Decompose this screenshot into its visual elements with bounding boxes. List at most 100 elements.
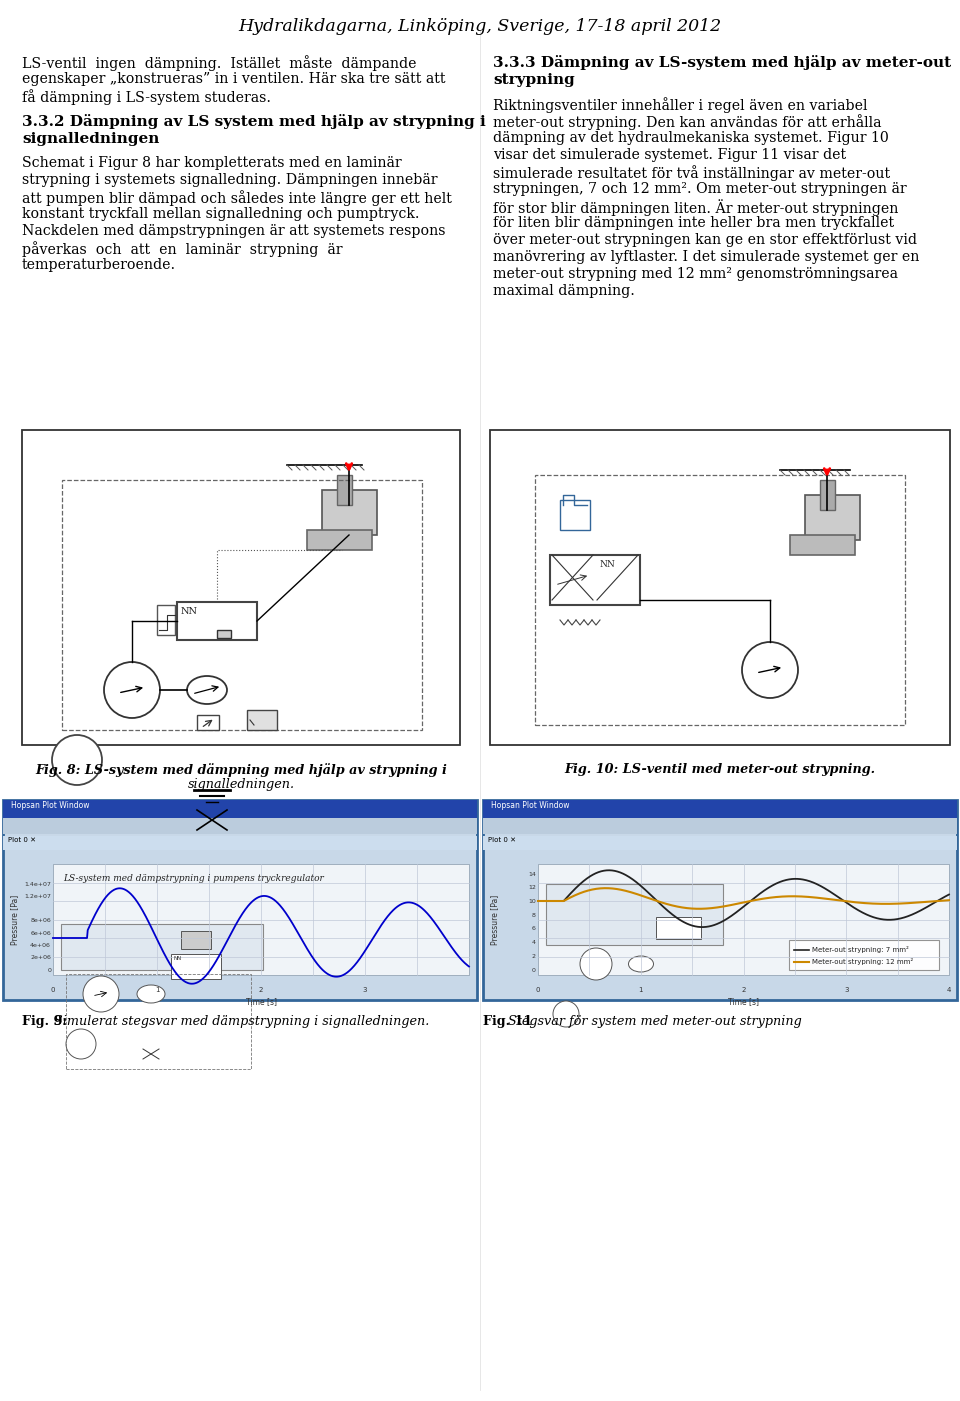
Text: Pressure [Pa]: Pressure [Pa]	[491, 894, 499, 944]
Text: 12: 12	[528, 885, 536, 890]
Text: 8e+06: 8e+06	[31, 919, 51, 923]
Bar	[197, 715, 219, 730]
Text: 1: 1	[155, 986, 159, 993]
Text: 3: 3	[363, 986, 368, 993]
Text: Time [s]: Time [s]	[728, 998, 759, 1006]
Text: över meter-out strypningen kan ge en stor effektförlust vid: över meter-out strypningen kan ge en sto…	[493, 233, 917, 247]
Text: NN: NN	[181, 607, 198, 616]
Circle shape	[83, 976, 119, 1012]
Text: för liten blir dämpningen inte heller bra men tryckfallet: för liten blir dämpningen inte heller br…	[493, 216, 894, 230]
Bar	[789, 940, 939, 969]
Text: Nackdelen med dämpstrypningen är att systemets respons: Nackdelen med dämpstrypningen är att sys…	[22, 224, 445, 238]
Bar	[337, 475, 352, 504]
Text: 4: 4	[532, 940, 536, 946]
Circle shape	[742, 642, 798, 698]
Text: 0: 0	[536, 986, 540, 993]
Text: meter-out strypning. Den kan användas för att erhålla: meter-out strypning. Den kan användas fö…	[493, 113, 881, 130]
Bar	[247, 710, 277, 730]
Text: Fig. 8: LS-system med dämpning med hjälp av strypning i: Fig. 8: LS-system med dämpning med hjälp…	[36, 764, 447, 778]
Text: NN: NN	[600, 560, 615, 569]
Text: 3.3.2 Dämpning av LS system med hjälp av strypning i: 3.3.2 Dämpning av LS system med hjälp av…	[22, 113, 486, 129]
Text: Simulerat stegsvar med dämpstrypning i signalledningen.: Simulerat stegsvar med dämpstrypning i s…	[54, 1014, 429, 1028]
Text: 4e+06: 4e+06	[30, 943, 51, 948]
Bar	[820, 481, 835, 510]
Bar	[550, 555, 640, 605]
Bar	[656, 918, 701, 939]
Text: påverkas  och  att  en  laminär  strypning  är: påverkas och att en laminär strypning är	[22, 241, 343, 256]
Text: 6e+06: 6e+06	[31, 930, 51, 936]
Text: Pressure [Pa]: Pressure [Pa]	[11, 894, 19, 944]
Bar	[483, 818, 957, 834]
Text: Fig. 11: Fig. 11	[483, 1014, 532, 1028]
Text: manövrering av lyftlaster. I det simulerade systemet ger en: manövrering av lyftlaster. I det simuler…	[493, 249, 920, 263]
Text: 0: 0	[47, 968, 51, 972]
Text: meter-out strypning med 12 mm² genomströmningsarea: meter-out strypning med 12 mm² genomströ…	[493, 268, 898, 282]
Text: 4: 4	[947, 986, 951, 993]
Text: signalledningen: signalledningen	[22, 132, 159, 146]
Text: temperaturberoende.: temperaturberoende.	[22, 258, 176, 272]
Bar	[483, 800, 957, 818]
Text: signalledningen.: signalledningen.	[187, 778, 295, 792]
Bar	[3, 836, 477, 850]
Text: maximal dämpning.: maximal dämpning.	[493, 284, 635, 298]
Text: Meter-out strypning: 12 mm²: Meter-out strypning: 12 mm²	[812, 958, 913, 965]
Text: Fig. 9:: Fig. 9:	[22, 1014, 67, 1028]
Bar	[538, 864, 949, 975]
Text: 10: 10	[528, 899, 536, 904]
Ellipse shape	[187, 677, 227, 703]
Text: 1.4e+07: 1.4e+07	[24, 881, 51, 887]
Bar	[53, 864, 469, 975]
Text: 1.2e+07: 1.2e+07	[24, 894, 51, 899]
Bar	[157, 605, 175, 635]
Text: LS-ventil  ingen  dämpning.  Istället  måste  dämpande: LS-ventil ingen dämpning. Istället måste…	[22, 55, 417, 71]
Ellipse shape	[137, 985, 165, 1003]
Bar	[805, 495, 860, 539]
Text: 6: 6	[532, 926, 536, 932]
Text: egenskaper „konstrueras” in i ventilen. Här ska tre sätt att: egenskaper „konstrueras” in i ventilen. …	[22, 71, 445, 85]
Text: 3: 3	[844, 986, 849, 993]
Bar	[171, 954, 221, 979]
Text: 8: 8	[532, 912, 536, 918]
Bar	[181, 932, 211, 948]
Text: 0: 0	[532, 968, 536, 972]
Bar	[307, 530, 372, 551]
Bar	[483, 836, 957, 850]
Text: 14: 14	[528, 871, 536, 877]
Text: 1: 1	[638, 986, 643, 993]
Text: för stor blir dämpningen liten. Är meter-out strypningen: för stor blir dämpningen liten. Är meter…	[493, 199, 899, 216]
Text: få dämpning i LS-system studeras.: få dämpning i LS-system studeras.	[22, 90, 271, 105]
Bar	[322, 490, 377, 535]
Bar	[177, 602, 257, 640]
Circle shape	[104, 663, 160, 717]
Text: 2e+06: 2e+06	[30, 955, 51, 960]
Circle shape	[580, 948, 612, 981]
Bar	[535, 475, 905, 724]
Text: 2: 2	[532, 954, 536, 958]
Circle shape	[52, 736, 102, 785]
Text: Schemat i Figur 8 har kompletterats med en laminär: Schemat i Figur 8 har kompletterats med …	[22, 156, 401, 170]
Text: Meter-out strypning: 7 mm²: Meter-out strypning: 7 mm²	[812, 946, 909, 953]
Bar	[546, 884, 723, 946]
Text: strypning: strypning	[493, 73, 575, 87]
Text: NN: NN	[174, 955, 182, 961]
Text: visar det simulerade systemet. Figur 11 visar det: visar det simulerade systemet. Figur 11 …	[493, 149, 846, 163]
Circle shape	[66, 1028, 96, 1059]
Text: 2: 2	[259, 986, 263, 993]
Text: LS-system med dämpstrypning i pumpens tryckregulator: LS-system med dämpstrypning i pumpens tr…	[63, 874, 324, 883]
Text: Stegsvar för system med meter-out strypning: Stegsvar för system med meter-out strypn…	[508, 1014, 802, 1028]
Circle shape	[553, 1000, 579, 1027]
Ellipse shape	[629, 955, 654, 972]
Text: Time [s]: Time [s]	[246, 998, 276, 1006]
Text: Hydralikdagarna, Linköping, Sverige, 17-18 april 2012: Hydralikdagarna, Linköping, Sverige, 17-…	[238, 18, 722, 35]
Bar	[490, 430, 950, 745]
Bar	[3, 800, 477, 818]
Text: strypning i systemets signalledning. Dämpningen innebär: strypning i systemets signalledning. Däm…	[22, 172, 438, 186]
Bar	[3, 818, 477, 834]
Text: Plot 0 ✕: Plot 0 ✕	[488, 836, 516, 843]
Bar	[66, 974, 251, 1069]
Text: att pumpen blir dämpad och således inte längre ger ett helt: att pumpen blir dämpad och således inte …	[22, 191, 452, 206]
Text: Riktningsventiler innehåller i regel även en variabel: Riktningsventiler innehåller i regel äve…	[493, 97, 868, 113]
Bar	[22, 430, 460, 745]
Text: simulerade resultatet för två inställningar av meter-out: simulerade resultatet för två inställnin…	[493, 165, 890, 181]
Text: 2: 2	[741, 986, 746, 993]
